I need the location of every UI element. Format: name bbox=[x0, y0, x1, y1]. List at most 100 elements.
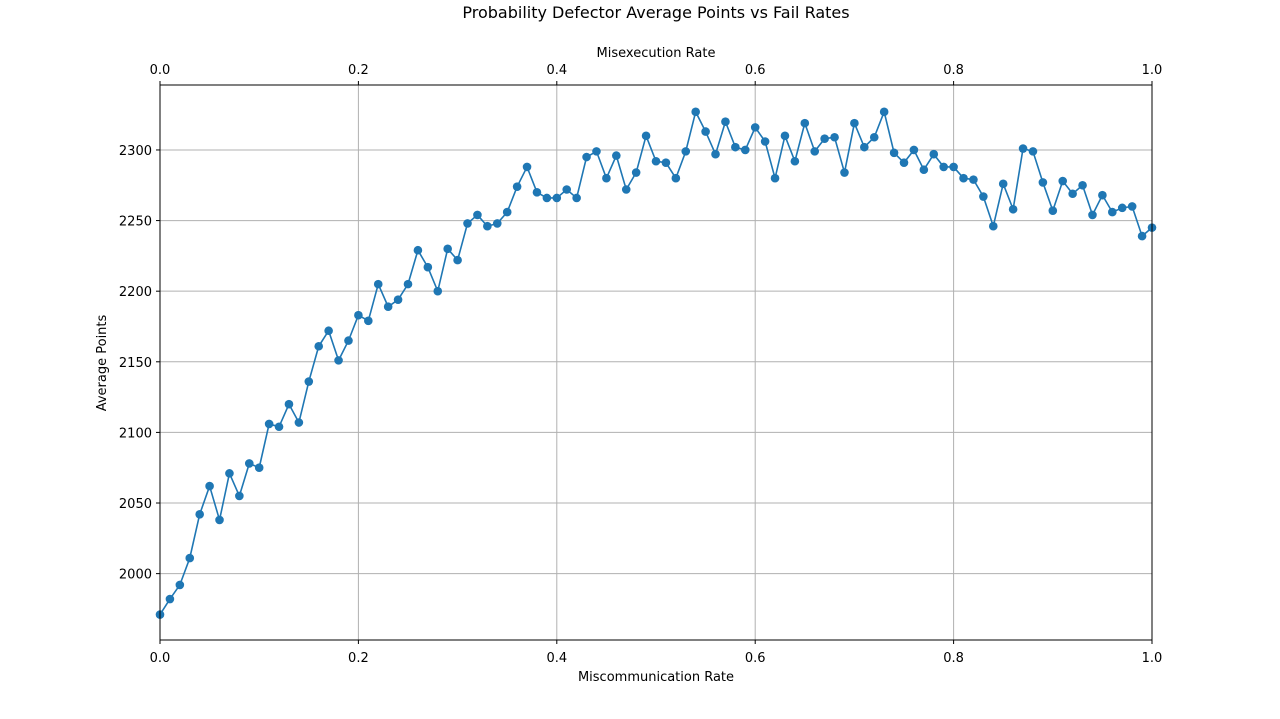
top-tick-label: 0.8 bbox=[943, 63, 964, 78]
data-point bbox=[403, 279, 413, 289]
data-point bbox=[860, 142, 869, 152]
data-point bbox=[1028, 147, 1038, 156]
data-point bbox=[681, 147, 691, 156]
series-line bbox=[155, 107, 1157, 619]
y-tick-label: 2300 bbox=[119, 144, 152, 159]
data-point bbox=[979, 192, 988, 201]
data-point bbox=[344, 336, 353, 345]
data-point bbox=[413, 245, 423, 255]
data-point bbox=[988, 221, 998, 231]
x-tick-label: 0.6 bbox=[745, 651, 766, 666]
data-point bbox=[850, 118, 859, 128]
data-point bbox=[661, 158, 671, 167]
top-axis-label: Misexecution Rate bbox=[597, 46, 716, 61]
data-point bbox=[820, 134, 829, 143]
data-point bbox=[592, 147, 601, 156]
top-tick-label: 0.4 bbox=[546, 63, 567, 78]
x-tick-label: 0.2 bbox=[348, 651, 369, 666]
data-point bbox=[1038, 178, 1048, 187]
data-point bbox=[939, 162, 948, 172]
data-point bbox=[969, 175, 978, 184]
x-tick-label: 0.0 bbox=[150, 651, 171, 666]
data-point bbox=[721, 117, 730, 127]
data-point bbox=[750, 123, 760, 132]
axis-ticks: 0.0 0.2 0.4 0.6 0.8 1.0 0.0 0.2 0.4 0.6 0.8 1.0 2000… bbox=[119, 63, 1162, 666]
data-point bbox=[1137, 231, 1147, 241]
plot-frame bbox=[159, 84, 1153, 641]
data-point bbox=[453, 255, 462, 265]
data-point bbox=[572, 193, 581, 203]
data-point bbox=[1098, 190, 1107, 200]
data-point bbox=[324, 326, 333, 336]
x-axis-label: Miscommunication Rate bbox=[578, 670, 734, 685]
data-point bbox=[373, 279, 383, 289]
data-point bbox=[502, 207, 512, 217]
data-point bbox=[1117, 203, 1127, 213]
data-point bbox=[284, 399, 294, 409]
grid-lines bbox=[159, 85, 1153, 640]
data-point bbox=[1088, 210, 1097, 220]
data-point bbox=[354, 310, 363, 320]
data-point bbox=[760, 137, 770, 146]
data-point bbox=[770, 173, 780, 183]
data-point bbox=[185, 553, 195, 563]
data-point bbox=[244, 459, 254, 468]
data-point bbox=[612, 151, 621, 160]
top-tick-label: 0.0 bbox=[150, 63, 171, 78]
data-point bbox=[205, 481, 214, 491]
data-point bbox=[195, 510, 204, 519]
data-point bbox=[949, 162, 958, 172]
data-point bbox=[383, 302, 393, 312]
data-point bbox=[393, 295, 403, 304]
data-point bbox=[552, 193, 562, 203]
x-tick-label: 0.8 bbox=[943, 651, 964, 666]
data-point bbox=[731, 142, 740, 152]
data-point bbox=[473, 210, 482, 220]
data-point bbox=[215, 515, 224, 525]
y-tick-label: 2250 bbox=[119, 215, 152, 230]
y-tick-label: 2100 bbox=[119, 426, 152, 441]
data-point bbox=[492, 219, 502, 228]
data-point bbox=[423, 262, 433, 272]
data-point bbox=[830, 132, 839, 142]
data-point bbox=[631, 168, 641, 177]
data-point bbox=[959, 173, 968, 183]
data-point bbox=[433, 286, 443, 296]
data-point bbox=[899, 158, 909, 167]
data-point bbox=[562, 185, 572, 194]
data-point bbox=[314, 341, 324, 351]
data-point bbox=[780, 131, 790, 141]
data-point bbox=[641, 131, 651, 141]
top-tick-label: 0.2 bbox=[348, 63, 369, 78]
data-point bbox=[225, 469, 234, 478]
top-tick-label: 1.0 bbox=[1142, 63, 1163, 78]
data-point bbox=[304, 377, 314, 386]
data-point bbox=[740, 145, 750, 155]
data-point bbox=[165, 594, 175, 604]
x-tick-label: 1.0 bbox=[1142, 651, 1163, 666]
data-point bbox=[840, 168, 849, 177]
data-point bbox=[929, 149, 939, 159]
y-axis-label: Average Points bbox=[95, 314, 110, 411]
data-point bbox=[254, 463, 264, 473]
data-point bbox=[1008, 204, 1018, 214]
data-point bbox=[175, 580, 185, 590]
data-point bbox=[671, 173, 681, 183]
data-point bbox=[264, 419, 274, 429]
y-tick-label: 2150 bbox=[119, 356, 152, 371]
data-point bbox=[463, 219, 472, 228]
data-point bbox=[1078, 180, 1087, 190]
data-point bbox=[621, 185, 631, 194]
data-point bbox=[701, 127, 710, 136]
data-point bbox=[1058, 176, 1068, 186]
data-point bbox=[800, 118, 810, 128]
data-point bbox=[483, 221, 492, 231]
data-point bbox=[879, 107, 889, 117]
data-point bbox=[711, 149, 720, 159]
data-point bbox=[998, 179, 1008, 189]
data-point bbox=[1048, 206, 1058, 215]
y-tick-label: 2200 bbox=[119, 285, 152, 300]
data-point bbox=[582, 152, 591, 162]
data-point bbox=[542, 193, 552, 203]
